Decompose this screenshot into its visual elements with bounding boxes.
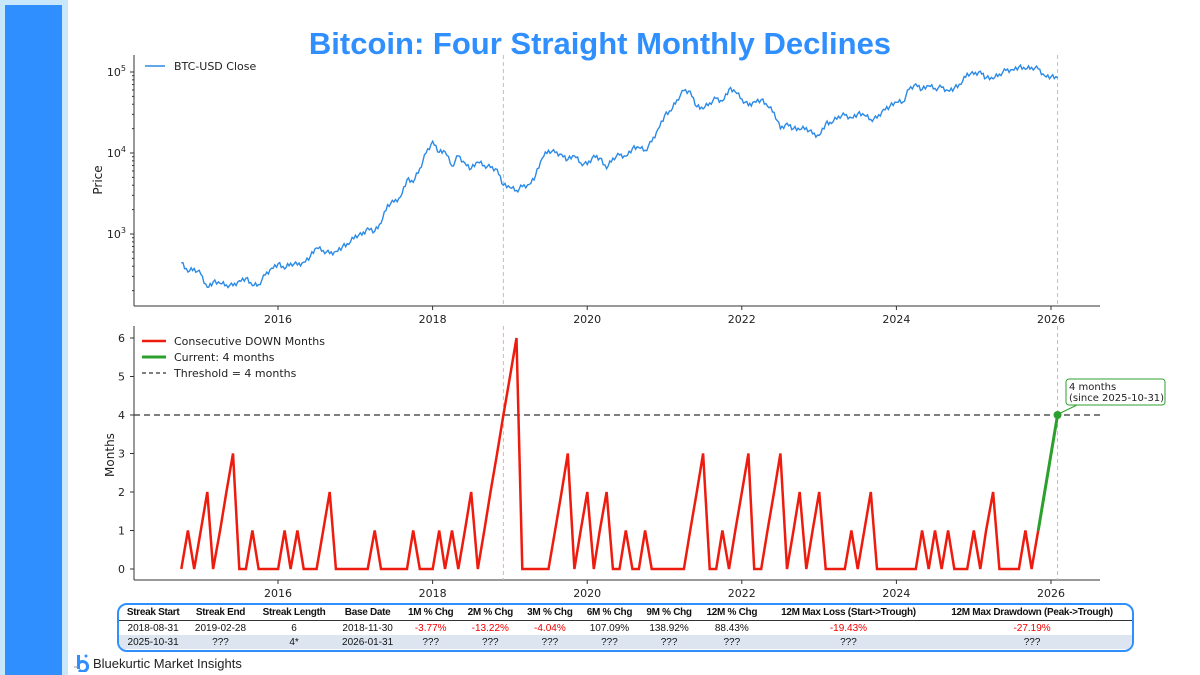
table-cell: ??? [187, 635, 254, 649]
table-cell: -27.19% [1013, 622, 1051, 634]
table-row: 2025-10-31??? 4* 2026-01-31???????????????… [119, 635, 1132, 649]
table-cell: 107.09% [589, 622, 630, 634]
table-cell: 2026-01-31 [334, 635, 401, 649]
y-tick-label: 0 [118, 563, 125, 576]
y-tick-label: 3 [118, 448, 125, 461]
y-tick-label: 105 [107, 64, 126, 79]
table-cell: ??? [932, 635, 1132, 649]
current-streak-line [1036, 414, 1060, 531]
sidebar-accent-bar [5, 5, 62, 675]
table-cell: 4* [253, 635, 335, 649]
legend-label-streak: Consecutive DOWN Months [174, 335, 325, 348]
table-cell: 2019-02-28 [194, 622, 247, 634]
x-tick-label: 2022 [728, 587, 756, 600]
x-tick-label: 2020 [573, 313, 601, 326]
streak-chart: 0 1 2 3 4 5 6 2016 2018 2020 2022 2024 2026 Months 4 m… [103, 326, 1166, 600]
annotation-line2: (since 2025-10-31) [1069, 393, 1164, 404]
table-cell: -13.22% [471, 622, 509, 634]
table-cell: -4.04% [534, 622, 566, 634]
table-cell: ??? [400, 635, 461, 649]
table-cell: 2018-11-30 [342, 622, 393, 634]
table-cell: 138.92% [649, 622, 689, 634]
column-header: Streak Start [119, 605, 188, 621]
x-tick-label: 2026 [1037, 587, 1065, 600]
y-tick-label: 1 [118, 525, 125, 538]
table-cell: 88.43% [714, 622, 749, 634]
y-tick-label: 103 [107, 226, 126, 241]
bluekurtic-logo-icon [74, 654, 90, 673]
streak-table: Streak Start Streak End Streak Length Base … [117, 603, 1134, 652]
column-header: 12M Max Loss (Start->Trough) [764, 605, 933, 621]
column-header: 6M % Chg [579, 605, 640, 621]
table-cell: 2025-10-31 [119, 635, 188, 649]
column-header: 1M % Chg [400, 605, 461, 621]
legend-label-price: BTC-USD Close [174, 60, 256, 73]
price-chart: 103 104 105 2016 2018 2020 2022 2024 2026 Price BT… [91, 55, 1100, 326]
column-header: Streak Length [253, 605, 335, 621]
table-cell: -3.77% [414, 622, 447, 634]
column-header: 3M % Chg [520, 605, 580, 621]
footer-brand: Bluekurtic Market Insights [93, 655, 242, 671]
table-cell: 6 [291, 622, 297, 634]
legend-label-threshold: Threshold = 4 months [173, 367, 297, 380]
footer: Bluekurtic Market Insights [74, 654, 242, 673]
current-point [1053, 411, 1062, 419]
table-cell: -19.43% [829, 622, 868, 634]
table-cell: 2018-08-31 [127, 622, 179, 634]
y-axis-label: Months [103, 433, 117, 477]
table-cell: ??? [579, 635, 640, 649]
column-header: Base Date [334, 605, 401, 621]
y-tick-label: 5 [118, 371, 125, 384]
price-line [181, 63, 1059, 289]
x-tick-label: 2024 [882, 313, 910, 326]
column-header: 2M % Chg [460, 605, 521, 621]
table-cell: ??? [639, 635, 699, 649]
y-tick-label: 4 [118, 409, 125, 422]
legend-label-current: Current: 4 months [174, 351, 275, 364]
y-tick-label: 2 [118, 486, 125, 499]
streak-line [180, 337, 1040, 571]
table-header-row: Streak Start Streak End Streak Length Base … [119, 605, 1132, 621]
column-header: 9M % Chg [639, 605, 699, 621]
column-header: 12M % Chg [698, 605, 765, 621]
x-tick-label: 2020 [573, 587, 601, 600]
annotation-box [1065, 378, 1166, 406]
y-tick-label: 104 [107, 145, 126, 160]
table-cell: ??? [520, 635, 580, 649]
x-tick-label: 2024 [882, 587, 910, 600]
page-title: Bitcoin: Four Straight Monthly Declines [308, 26, 892, 61]
x-tick-label: 2018 [419, 313, 447, 326]
x-tick-label: 2016 [264, 313, 292, 326]
y-tick-label: 6 [118, 332, 125, 345]
x-tick-label: 2022 [728, 313, 756, 326]
x-tick-label: 2016 [264, 587, 292, 600]
annotation-line1: 4 months [1069, 382, 1116, 393]
column-header: Streak End [187, 605, 254, 621]
x-tick-label: 2018 [419, 587, 447, 600]
column-header: 12M Max Drawdown (Peak->Trough) [932, 605, 1132, 621]
y-axis-label: Price [91, 165, 105, 194]
x-tick-label: 2026 [1037, 313, 1065, 326]
table-row: 2018-08-31 2019-02-28 6 2018-11-30 -3.77% -13… [119, 621, 1132, 636]
table-cell: ??? [698, 635, 765, 649]
table-cell: ??? [460, 635, 521, 649]
table-cell: ??? [764, 635, 933, 649]
